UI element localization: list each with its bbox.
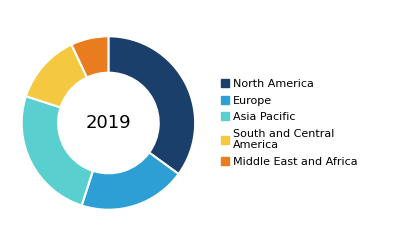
Wedge shape — [108, 36, 195, 174]
Wedge shape — [82, 153, 178, 210]
Legend: North America, Europe, Asia Pacific, South and Central
America, Middle East and : North America, Europe, Asia Pacific, Sou… — [221, 79, 358, 167]
Text: 2019: 2019 — [85, 114, 131, 132]
Wedge shape — [71, 36, 108, 77]
Wedge shape — [22, 96, 93, 205]
Wedge shape — [26, 45, 87, 108]
